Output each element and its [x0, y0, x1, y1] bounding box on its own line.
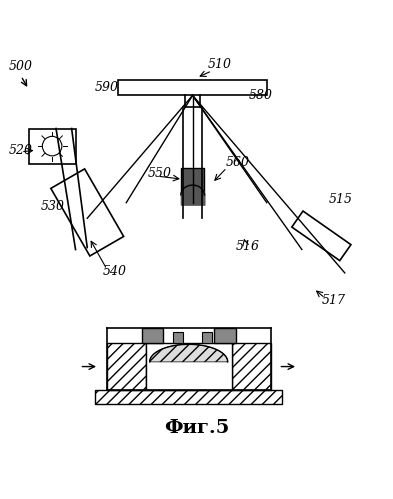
Bar — [29, 129, 75, 164]
Text: Фиг.5: Фиг.5 — [164, 419, 229, 437]
Bar — [118, 80, 267, 95]
Text: 560: 560 — [226, 156, 250, 169]
Text: 515: 515 — [329, 193, 353, 206]
Bar — [142, 327, 163, 343]
Text: 530: 530 — [40, 201, 64, 214]
Text: 580: 580 — [249, 89, 273, 102]
Bar — [51, 169, 124, 256]
Bar — [214, 327, 235, 343]
Text: 510: 510 — [208, 58, 232, 71]
Bar — [181, 168, 204, 195]
Text: 590: 590 — [95, 81, 119, 94]
Bar — [231, 343, 271, 390]
Text: 550: 550 — [148, 167, 172, 180]
Text: 516: 516 — [235, 240, 259, 252]
Bar — [292, 211, 351, 260]
Bar — [95, 390, 282, 404]
Text: 540: 540 — [103, 265, 127, 278]
Bar — [146, 343, 231, 390]
Text: 520: 520 — [9, 144, 33, 157]
Bar — [202, 332, 212, 343]
Text: 500: 500 — [9, 60, 33, 73]
Bar — [173, 332, 183, 343]
Bar — [107, 343, 146, 390]
Text: 517: 517 — [321, 294, 345, 307]
